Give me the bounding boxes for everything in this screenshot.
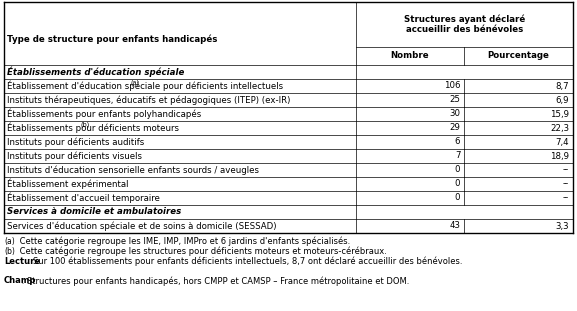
Text: (b): (b) — [4, 247, 15, 256]
Text: Pourcentage: Pourcentage — [488, 52, 550, 61]
Text: 0: 0 — [455, 165, 460, 174]
Text: 18,9: 18,9 — [550, 151, 569, 160]
Text: : Structures pour enfants handicapés, hors CMPP et CAMSP – France métropolitaine: : Structures pour enfants handicapés, ho… — [19, 276, 409, 285]
Text: 8,7: 8,7 — [556, 81, 569, 91]
Text: Établissements pour déficients moteurs: Établissements pour déficients moteurs — [7, 123, 179, 133]
Text: (a): (a) — [4, 237, 15, 246]
Text: 7,4: 7,4 — [556, 137, 569, 146]
Text: 25: 25 — [449, 95, 460, 104]
Text: Instituts d'éducation sensorielle enfants sourds / aveugles: Instituts d'éducation sensorielle enfant… — [7, 165, 259, 175]
Text: Lecture: Lecture — [4, 257, 40, 266]
Text: Établissements pour enfants polyhandicapés: Établissements pour enfants polyhandicap… — [7, 109, 201, 119]
Text: Cette catégorie regroupe les structures pour déficients moteurs et moteurs-céréb: Cette catégorie regroupe les structures … — [17, 247, 387, 257]
Text: Nombre: Nombre — [391, 52, 429, 61]
Text: (b): (b) — [81, 122, 90, 128]
Text: 106: 106 — [444, 81, 460, 91]
Text: Établissement expérimental: Établissement expérimental — [7, 179, 129, 189]
Text: Champ: Champ — [4, 276, 36, 285]
Text: --: -- — [563, 193, 569, 202]
Text: --: -- — [563, 165, 569, 174]
Text: 6,9: 6,9 — [556, 95, 569, 104]
Text: Établissement d'éducation spéciale pour déficients intellectuels: Établissement d'éducation spéciale pour … — [7, 81, 283, 91]
Text: 0: 0 — [455, 193, 460, 202]
Text: 0: 0 — [455, 179, 460, 188]
Text: 3,3: 3,3 — [556, 221, 569, 230]
Text: 6: 6 — [455, 137, 460, 146]
Text: Cette catégorie regroupe les IME, IMP, IMPro et 6 jardins d'enfants spécialisés.: Cette catégorie regroupe les IME, IMP, I… — [17, 237, 350, 247]
Text: (a): (a) — [131, 80, 140, 86]
Text: : Sur 100 établissements pour enfants déficients intellectuels, 8,7 ont déclaré : : Sur 100 établissements pour enfants dé… — [25, 257, 463, 267]
Text: 7: 7 — [455, 151, 460, 160]
Text: --: -- — [563, 179, 569, 188]
Text: Instituts thérapeutiques, éducatifs et pédagogiques (ITEP) (ex-IR): Instituts thérapeutiques, éducatifs et p… — [7, 95, 290, 105]
Text: 22,3: 22,3 — [550, 123, 569, 132]
Text: Structures ayant déclaré
accueillir des bénévoles: Structures ayant déclaré accueillir des … — [404, 15, 525, 35]
Text: Établissements d'éducation spéciale: Établissements d'éducation spéciale — [7, 67, 185, 77]
Text: Services d'éducation spéciale et de soins à domicile (SESSAD): Services d'éducation spéciale et de soin… — [7, 221, 276, 231]
Text: Instituts pour déficients visuels: Instituts pour déficients visuels — [7, 151, 142, 161]
Text: 15,9: 15,9 — [550, 109, 569, 118]
Text: 43: 43 — [449, 221, 460, 230]
Text: Établissement d'accueil temporaire: Établissement d'accueil temporaire — [7, 193, 160, 203]
Text: 29: 29 — [449, 123, 460, 132]
Text: 30: 30 — [449, 109, 460, 118]
Text: Services à domicile et ambulatoires: Services à domicile et ambulatoires — [7, 207, 181, 216]
Text: Instituts pour déficients auditifs: Instituts pour déficients auditifs — [7, 137, 144, 147]
Text: Type de structure pour enfants handicapés: Type de structure pour enfants handicapé… — [7, 35, 218, 44]
